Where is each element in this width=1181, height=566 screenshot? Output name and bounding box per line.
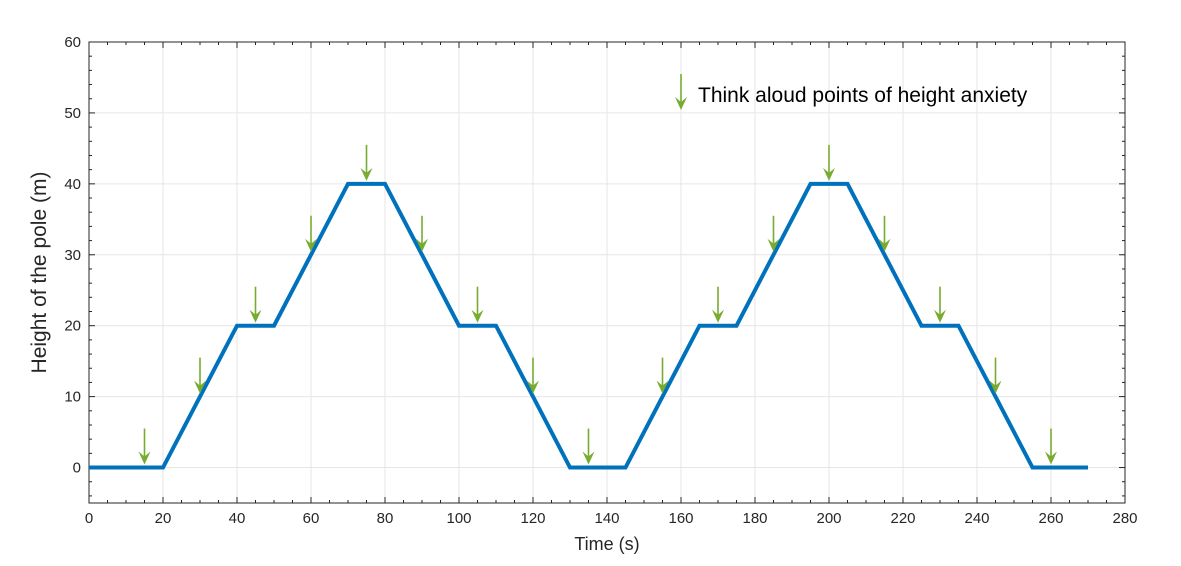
height-anxiety-marker: [138, 428, 151, 465]
height-anxiety-marker: [989, 357, 1002, 394]
height-anxiety-marker: [582, 428, 595, 465]
legend-arrow-icon: [675, 74, 687, 110]
x-axis-label: Time (s): [574, 534, 639, 554]
height-anxiety-marker: [823, 144, 835, 181]
height-anxiety-marker: [712, 286, 724, 323]
x-tick-label: 100: [446, 510, 471, 527]
marker-group: [138, 144, 1057, 465]
x-tick-label: 240: [964, 510, 989, 527]
y-tick-label: 0: [73, 460, 81, 477]
x-tick-label: 160: [668, 510, 693, 527]
axes-box: [88, 41, 1126, 504]
x-tick-label: 80: [377, 510, 394, 527]
legend-marker: [675, 74, 687, 110]
y-tick-label: 50: [64, 105, 81, 122]
height-anxiety-marker: [305, 215, 317, 252]
height-anxiety-marker: [416, 215, 428, 252]
height-anxiety-marker: [767, 215, 780, 252]
x-tick-label: 0: [85, 510, 93, 527]
x-tick-label: 200: [816, 510, 841, 527]
height-anxiety-marker: [249, 286, 262, 323]
x-tick-label: 120: [520, 510, 545, 527]
x-tick-label: 20: [155, 510, 172, 527]
x-tick-label: 220: [890, 510, 915, 527]
x-tick-label: 280: [1112, 510, 1137, 527]
height-anxiety-marker: [527, 357, 539, 394]
x-tick-label: 60: [303, 510, 320, 527]
y-tick-label: 20: [64, 318, 81, 335]
legend-label: Think aloud points of height anxiety: [698, 84, 1028, 107]
height-anxiety-marker: [656, 357, 669, 394]
y-tick-labels: 0 10 20 30 40 50 60: [64, 34, 81, 477]
height-anxiety-marker: [194, 357, 206, 394]
grid: [88, 41, 1126, 503]
height-anxiety-marker: [934, 286, 946, 323]
legend: Think aloud points of height anxiety: [675, 74, 1028, 110]
y-tick-label: 40: [64, 176, 81, 193]
x-tick-labels: 0 20 40 60 80 100 120 140 160 180 200 220 240 260 280: [85, 510, 1138, 527]
height-anxiety-marker: [878, 215, 891, 252]
x-tick-label: 40: [229, 510, 246, 527]
y-tick-label: 10: [64, 389, 81, 406]
x-tick-label: 260: [1038, 510, 1063, 527]
height-anxiety-marker: [471, 286, 484, 323]
series-group: [89, 181, 1088, 470]
y-axis-label: Height of the pole (m): [28, 172, 51, 374]
x-tick-label: 180: [742, 510, 767, 527]
height-anxiety-marker: [360, 144, 373, 181]
y-tick-label: 60: [64, 34, 81, 51]
height-anxiety-marker: [1045, 428, 1057, 465]
series-line: [89, 181, 1088, 470]
y-tick-label: 30: [64, 247, 81, 264]
x-tick-label: 140: [594, 510, 619, 527]
